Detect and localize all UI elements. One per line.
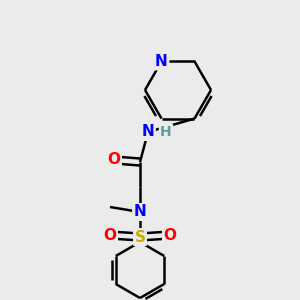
Text: N: N — [134, 205, 146, 220]
Text: O: O — [164, 227, 176, 242]
Text: O: O — [107, 152, 121, 167]
Text: O: O — [103, 227, 116, 242]
Text: N: N — [155, 54, 168, 69]
Text: N: N — [142, 124, 154, 140]
Text: S: S — [134, 230, 146, 244]
Text: H: H — [160, 125, 172, 139]
